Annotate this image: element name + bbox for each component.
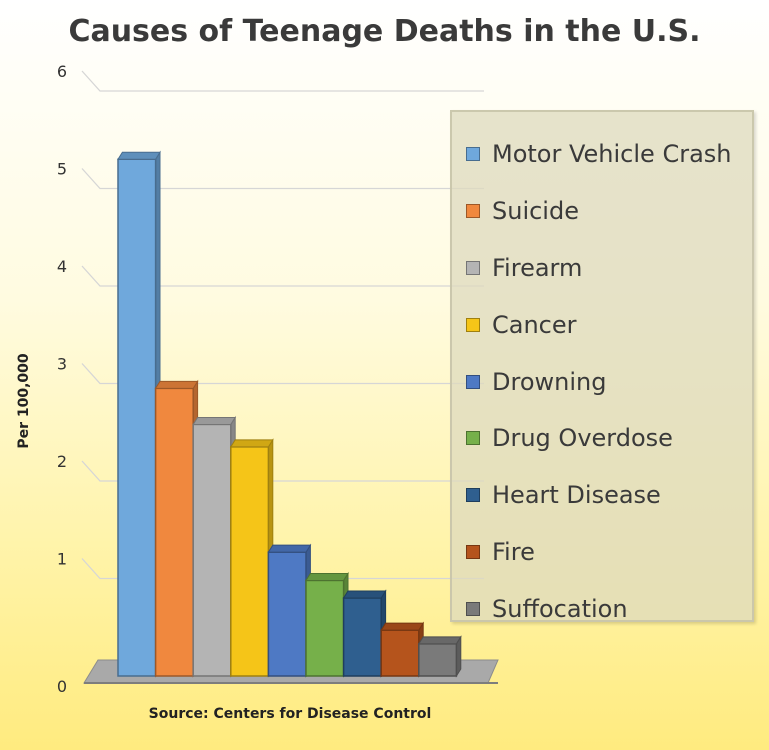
legend-label: Heart Disease: [492, 481, 661, 510]
y-tick-label: 0: [57, 677, 67, 696]
legend-swatch: [466, 488, 480, 503]
legend-swatch: [466, 431, 480, 446]
gridline: [81, 168, 484, 190]
y-tick-label: 5: [57, 160, 67, 179]
legend-item: Drug Overdose: [452, 410, 752, 467]
legend-label: Cancer: [492, 310, 577, 339]
bar-suicide: [154, 379, 199, 678]
legend-item: Drowning: [452, 353, 752, 410]
bar-cancer: [229, 438, 274, 678]
y-tick-label: 1: [57, 550, 67, 569]
legend-item: Motor Vehicle Crash: [452, 126, 752, 183]
gridline: [81, 460, 484, 482]
legend-label: Suicide: [492, 197, 579, 226]
legend-item: Cancer: [452, 296, 752, 353]
legend-label: Drowning: [492, 367, 607, 396]
source-label: Source: Centers for Disease Control: [148, 706, 432, 722]
legend-item: Firearm: [452, 240, 752, 297]
bar-heart-disease: [342, 589, 387, 678]
chart-title: Causes of Teenage Deaths in the U.S.: [68, 14, 701, 49]
legend-label: Drug Overdose: [492, 424, 673, 453]
bar-motor-vehicle-crash: [117, 150, 161, 678]
legend-swatch: [466, 147, 480, 162]
legend-label: Motor Vehicle Crash: [492, 140, 732, 169]
gridline: [81, 363, 484, 385]
bar-drug-overdose: [305, 571, 349, 678]
y-tick-label: 3: [57, 355, 67, 374]
gridline: [81, 265, 484, 287]
legend-label: Suffocation: [492, 594, 628, 623]
gridline: [81, 558, 484, 580]
legend-label: Firearm: [492, 253, 583, 282]
legend-swatch: [466, 260, 480, 275]
y-tick-label: 2: [57, 452, 67, 471]
bar-drowning: [267, 543, 312, 678]
legend-item: Heart Disease: [452, 467, 752, 524]
legend-item: Suicide: [452, 183, 752, 240]
bar-fire: [380, 621, 425, 678]
legend-item: Fire: [452, 524, 752, 581]
y-tick-label: 4: [57, 257, 67, 276]
legend-swatch: [466, 374, 480, 389]
bar-firearm: [192, 415, 237, 678]
legend-item: Suffocation: [452, 580, 752, 637]
chart-legend: Motor Vehicle Crash Suicide Firearm Cancer D…: [450, 110, 754, 623]
legend-label: Fire: [492, 537, 535, 566]
legend-swatch: [466, 317, 480, 332]
legend-swatch: [466, 544, 480, 559]
legend-swatch: [466, 601, 480, 616]
gridline: [81, 70, 484, 92]
y-tick-label: 6: [57, 62, 67, 81]
legend-swatch: [466, 204, 480, 219]
bar-suffocation: [417, 635, 462, 678]
